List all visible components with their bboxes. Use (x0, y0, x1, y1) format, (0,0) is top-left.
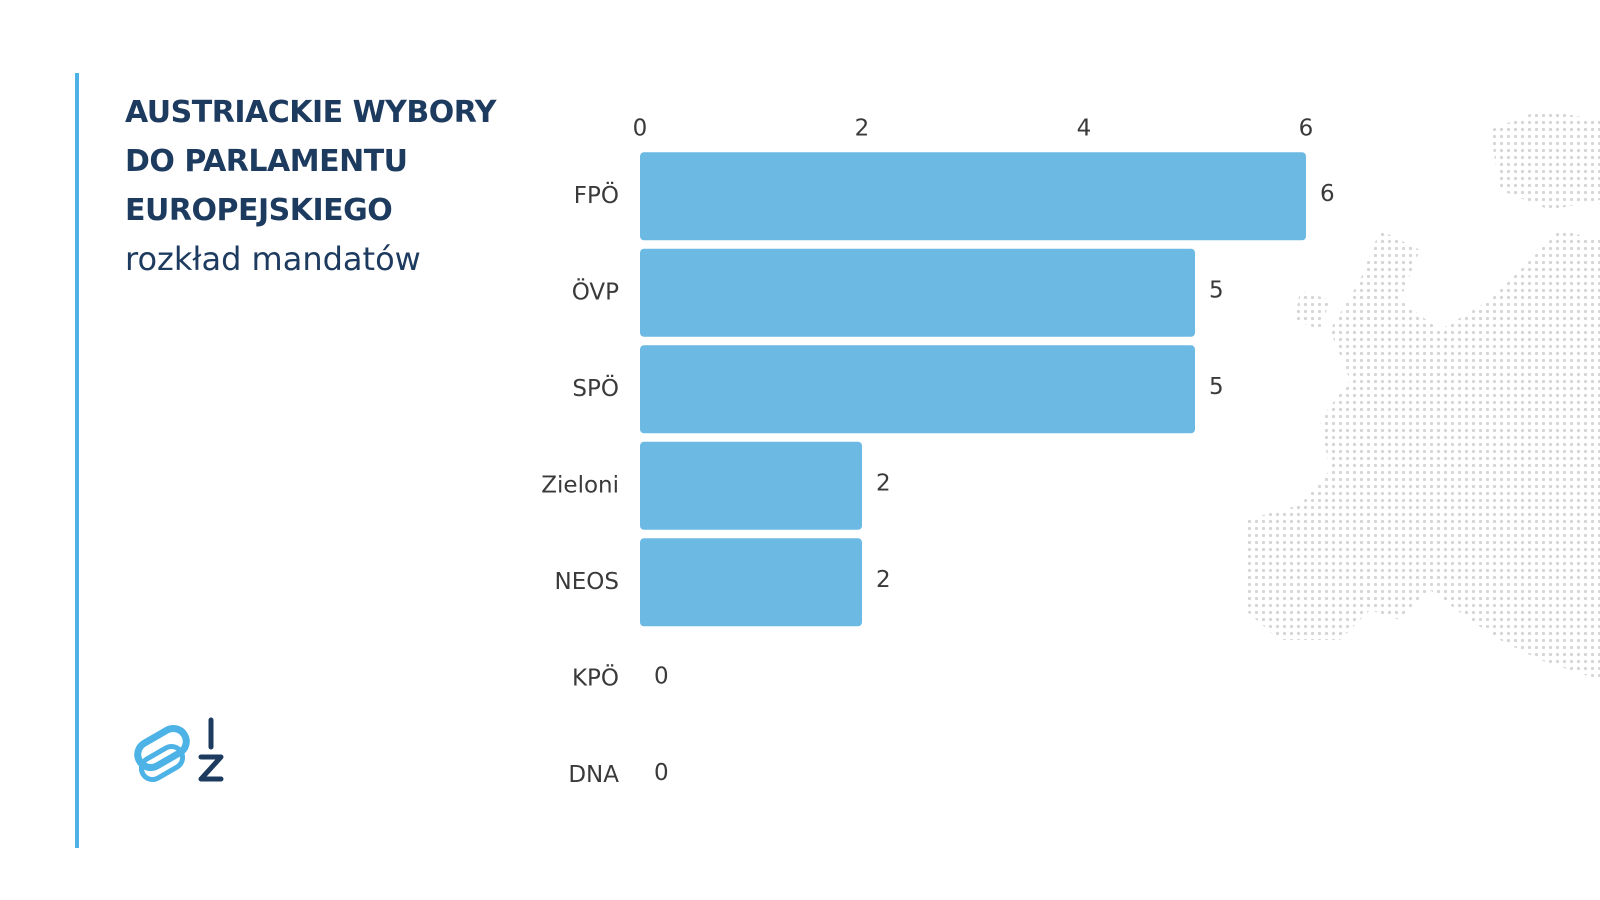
value-label: 5 (1209, 374, 1224, 400)
y-tick-label: NEOS (555, 569, 619, 595)
x-tick-label: 2 (855, 116, 870, 142)
y-tick-label: DNA (568, 762, 619, 788)
bar (640, 441, 862, 530)
bar (640, 248, 1195, 337)
chart-subtitle: rozkład mandatów (125, 240, 421, 278)
value-label: 0 (654, 760, 669, 786)
bar (640, 152, 1306, 241)
value-label: 6 (1320, 181, 1335, 207)
value-label: 2 (876, 567, 891, 593)
value-label: 5 (1209, 277, 1224, 303)
logo (134, 717, 224, 782)
background-map (1245, 110, 1600, 680)
bar (640, 345, 1195, 434)
bar (640, 538, 862, 627)
y-tick-label: KPÖ (572, 663, 619, 691)
chart-title: AUSTRIACKIE WYBORY DO PARLAMENTU EUROPEJ… (125, 95, 496, 228)
y-tick-label: Zieloni (541, 472, 619, 498)
x-tick-label: 0 (633, 116, 648, 142)
x-tick-label: 4 (1077, 116, 1092, 142)
value-label: 0 (654, 663, 669, 689)
y-tick-label: SPÖ (572, 374, 619, 402)
value-label: 2 (876, 470, 891, 496)
y-tick-label: ÖVP (572, 277, 619, 305)
y-tick-label: FPÖ (574, 181, 619, 209)
x-tick-label: 6 (1299, 116, 1314, 142)
